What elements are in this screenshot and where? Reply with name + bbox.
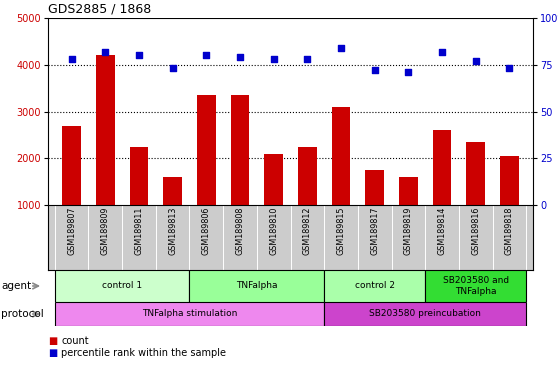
Bar (129, 147, 148, 205)
Text: ■: ■ (48, 348, 57, 358)
Bar (55, 302, 324, 326)
Text: GSM189816: GSM189816 (472, 207, 480, 255)
Text: GSM189810: GSM189810 (269, 207, 278, 255)
Point (505, 65, 514, 71)
Bar (324, 302, 526, 326)
Text: SB203580 and
TNFalpha: SB203580 and TNFalpha (442, 276, 509, 296)
Text: SB203580 preincubation: SB203580 preincubation (369, 310, 481, 318)
Point (269, 56, 278, 62)
Text: ■: ■ (48, 336, 57, 346)
Point (235, 54, 244, 60)
Text: control 1: control 1 (102, 281, 142, 291)
Text: GSM189808: GSM189808 (235, 207, 244, 255)
Text: protocol: protocol (1, 309, 44, 319)
Point (303, 56, 312, 62)
Point (67, 56, 76, 62)
Text: control 2: control 2 (355, 281, 395, 291)
Text: GSM189806: GSM189806 (202, 207, 211, 255)
Bar (324, 270, 425, 302)
Text: GSM189818: GSM189818 (505, 207, 514, 255)
Point (371, 67, 379, 73)
Point (472, 58, 480, 64)
Bar (197, 95, 215, 205)
Text: GSM189817: GSM189817 (370, 207, 379, 255)
Point (168, 65, 177, 71)
Text: GSM189814: GSM189814 (437, 207, 446, 255)
Text: TNFalpha: TNFalpha (236, 281, 277, 291)
Point (336, 45, 345, 51)
Point (202, 52, 211, 58)
Bar (433, 130, 451, 205)
Bar (399, 177, 417, 205)
Bar (55, 270, 190, 302)
Bar (163, 177, 182, 205)
Text: GDS2885 / 1868: GDS2885 / 1868 (48, 3, 151, 16)
Text: percentile rank within the sample: percentile rank within the sample (61, 348, 226, 358)
Text: count: count (61, 336, 89, 346)
Bar (332, 107, 350, 205)
Point (101, 49, 110, 55)
Text: GSM189813: GSM189813 (168, 207, 177, 255)
Bar (96, 55, 114, 205)
Bar (230, 95, 249, 205)
Bar (365, 170, 384, 205)
Text: agent: agent (1, 281, 31, 291)
Text: GSM189807: GSM189807 (67, 207, 76, 255)
Bar (264, 154, 283, 205)
Point (404, 69, 413, 75)
Text: TNFalpha stimulation: TNFalpha stimulation (142, 310, 237, 318)
Bar (500, 156, 519, 205)
Text: GSM189815: GSM189815 (336, 207, 345, 255)
Bar (190, 270, 324, 302)
Bar (62, 126, 81, 205)
Bar (466, 142, 485, 205)
Text: GSM189809: GSM189809 (101, 207, 110, 255)
Bar (425, 270, 526, 302)
Text: GSM189811: GSM189811 (134, 207, 143, 255)
Bar (298, 147, 316, 205)
Point (437, 49, 446, 55)
Text: GSM189819: GSM189819 (404, 207, 413, 255)
Point (134, 52, 143, 58)
Text: GSM189812: GSM189812 (303, 207, 312, 255)
